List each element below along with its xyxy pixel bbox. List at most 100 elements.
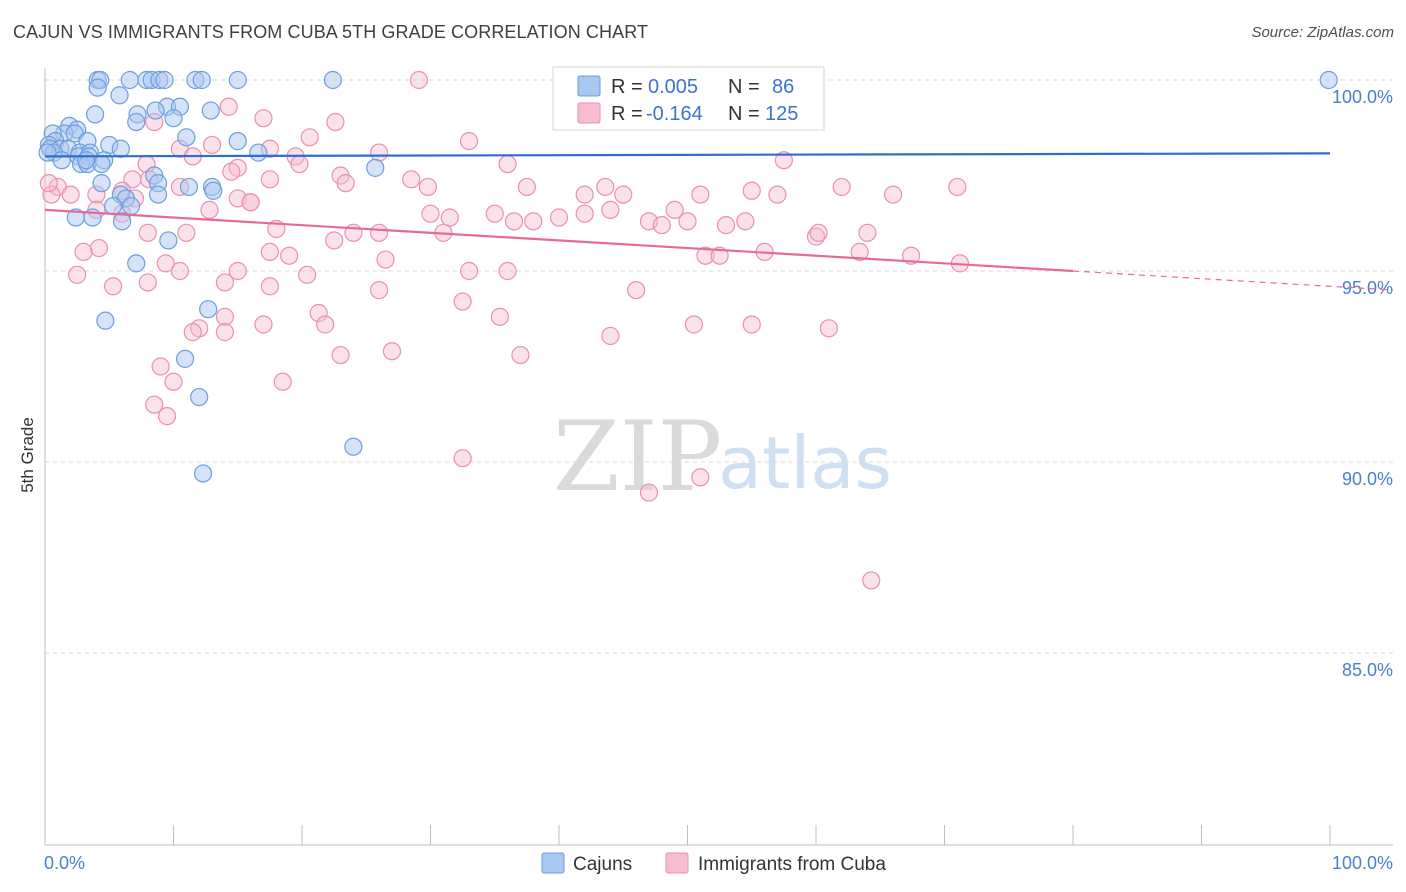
cuba-point	[517, 177, 536, 197]
cuba-point	[170, 261, 190, 281]
cajun-point	[164, 109, 183, 128]
cuba-point	[382, 342, 402, 361]
cuba-point	[241, 193, 260, 212]
series-immigrants-from-cuba-points	[39, 70, 970, 590]
cuba-point	[524, 212, 543, 231]
trend-line-cajuns	[44, 152, 1331, 158]
cajun-point	[228, 132, 247, 151]
trend-lines	[44, 152, 1394, 291]
cuba-point	[316, 315, 335, 334]
cuba-point	[370, 223, 389, 242]
cuba-point	[254, 315, 273, 334]
cuba-point	[742, 181, 761, 200]
chart-title: CAJUN VS IMMIGRANTS FROM CUBA 5TH GRADE …	[13, 22, 649, 42]
cajun-point	[121, 196, 141, 216]
cuba-point	[222, 162, 241, 181]
legend-swatch-cajuns	[577, 75, 601, 97]
cuba-point	[260, 170, 279, 189]
cajun-point	[52, 151, 71, 170]
cuba-point	[402, 170, 421, 189]
cajun-point	[88, 78, 107, 97]
cuba-point	[61, 185, 80, 204]
legend-n-label-2: N =	[728, 103, 760, 125]
legend-swatch-cuba	[577, 102, 601, 124]
cuba-point	[300, 128, 319, 147]
cuba-point	[42, 185, 61, 204]
cuba-point	[665, 200, 684, 219]
cajun-point	[120, 70, 139, 90]
cuba-point	[74, 242, 93, 261]
cuba-point	[575, 204, 594, 223]
cuba-point	[421, 204, 440, 223]
cuba-point	[273, 372, 292, 391]
cajun-point	[323, 70, 342, 90]
cuba-point	[498, 261, 517, 281]
cajun-point	[249, 143, 268, 162]
cuba-point	[151, 357, 170, 376]
cuba-point	[370, 281, 389, 300]
cuba-point	[200, 200, 219, 219]
cuba-point	[260, 242, 279, 261]
cuba-point	[440, 208, 459, 227]
cajun-point	[1319, 70, 1338, 90]
axes: 100.0% 95.0% 90.0% 85.0% 0.0% 100.0%	[44, 68, 1393, 873]
cuba-point	[156, 254, 175, 273]
y-tick-label-0: 100.0%	[1332, 87, 1393, 107]
cuba-point	[858, 223, 877, 242]
cuba-point	[774, 151, 793, 170]
cuba-point	[850, 242, 869, 261]
cuba-point	[485, 204, 504, 223]
cuba-point	[280, 246, 299, 265]
legend-n-label-1: N =	[728, 76, 760, 98]
cuba-point	[575, 185, 594, 204]
cajun-point	[193, 464, 213, 483]
x-tick-label-left: 0.0%	[44, 853, 85, 873]
cajun-point	[228, 70, 247, 90]
cuba-point	[819, 319, 838, 338]
cuba-point	[883, 185, 903, 204]
cajun-point	[177, 128, 196, 147]
cajun-point	[155, 70, 174, 90]
legend-r-value-cajuns: 0.005	[648, 76, 698, 98]
cuba-point	[376, 250, 395, 269]
cuba-point	[325, 231, 344, 250]
cuba-point	[459, 261, 479, 281]
cuba-point	[453, 292, 472, 311]
cuba-point	[260, 277, 279, 296]
cuba-point	[742, 315, 761, 334]
cajun-point	[77, 151, 96, 170]
cuba-point	[490, 307, 509, 326]
cuba-point	[498, 154, 517, 174]
cajun-point	[96, 311, 115, 330]
cajun-point	[104, 196, 123, 216]
cuba-point	[145, 395, 164, 414]
cajun-point	[112, 212, 132, 231]
cuba-point	[254, 109, 273, 128]
legend-r-label-2: R =	[611, 103, 643, 125]
cajun-point	[111, 139, 130, 158]
trend-line-cuba-extrapolated	[1072, 270, 1394, 291]
y-tick-label-1: 95.0%	[1342, 278, 1393, 298]
cuba-point	[832, 177, 851, 197]
cajun-point	[146, 101, 165, 120]
cuba-point	[409, 70, 429, 90]
cuba-point	[684, 315, 704, 334]
cuba-point	[138, 223, 157, 242]
cuba-point	[228, 261, 247, 281]
cuba-point	[626, 281, 646, 300]
cajun-point	[366, 158, 385, 177]
cuba-point	[157, 407, 177, 426]
cuba-point	[215, 273, 234, 292]
y-axis-label: 5th Grade	[18, 417, 37, 493]
cuba-point	[639, 483, 659, 502]
chart-source: Source: ZipAtlas.com	[1251, 24, 1394, 41]
cajun-point	[86, 105, 105, 124]
cuba-point	[809, 223, 828, 242]
bottom-legend-cajuns: Cajuns	[573, 854, 632, 875]
cajun-point	[127, 254, 146, 273]
cuba-point	[326, 112, 345, 132]
cajun-point	[110, 86, 129, 105]
cuba-point	[652, 216, 671, 235]
cuba-point	[331, 345, 350, 365]
